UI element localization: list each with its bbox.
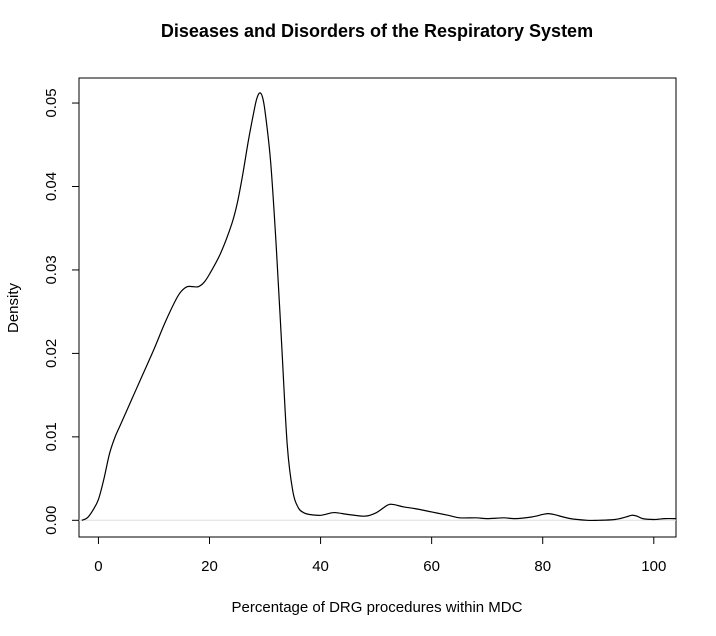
x-axis-label: Percentage of DRG procedures within MDC (232, 599, 523, 616)
plot-frame (78, 77, 677, 538)
x-tick-label: 100 (641, 558, 666, 575)
x-tick-label: 0 (94, 558, 102, 575)
x-axis: 0 20 40 60 80 100 (94, 537, 666, 575)
y-axis: 0.00 0.01 0.02 0.03 0.04 0.05 (43, 88, 79, 535)
x-tick-label: 60 (423, 558, 440, 575)
x-tick-label: 40 (312, 558, 329, 575)
y-tick-label: 0.03 (43, 255, 60, 284)
chart-title: Diseases and Disorders of the Respirator… (161, 21, 593, 41)
y-tick-label: 0.04 (43, 172, 60, 201)
x-tick-label: 20 (201, 558, 218, 575)
y-tick-label: 0.01 (43, 422, 60, 451)
density-curve (81, 92, 677, 522)
y-tick-label: 0.05 (43, 88, 60, 117)
y-axis-label: Density (5, 282, 22, 333)
y-tick-label: 0.02 (43, 339, 60, 368)
y-tick-label: 0.00 (43, 506, 60, 535)
x-tick-label: 80 (534, 558, 551, 575)
